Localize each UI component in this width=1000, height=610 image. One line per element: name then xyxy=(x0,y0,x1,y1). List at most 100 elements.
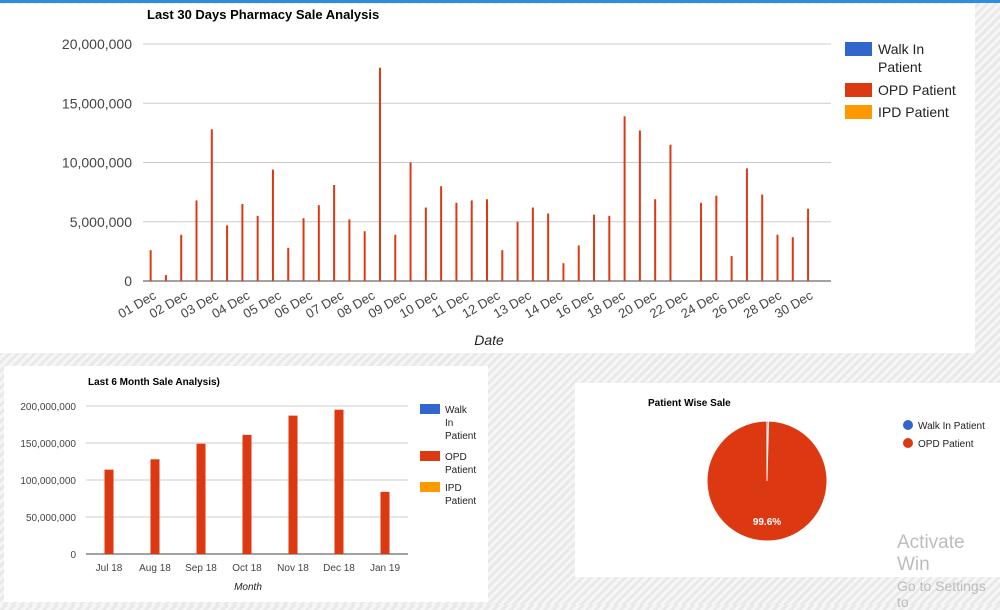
opd-bar xyxy=(241,203,244,281)
daily-sales-chart: Last 30 Days Pharmacy Sale Analysis 0 5,00… xyxy=(62,7,956,348)
chart-title: Patient Wise Sale xyxy=(648,398,731,409)
legend-label: IPD Patient xyxy=(878,104,949,120)
y-tick-label: 0 xyxy=(70,550,76,561)
opd-bar xyxy=(638,130,641,281)
opd-bar xyxy=(380,491,390,554)
opd-bar xyxy=(577,245,580,281)
opd-bar xyxy=(409,162,412,281)
opd-bar xyxy=(164,275,167,281)
legend-label: OPD Patient xyxy=(878,82,956,98)
y-tick-label: 10,000,000 xyxy=(62,155,132,171)
x-tick-label: Jul 18 xyxy=(96,563,123,574)
opd-bar xyxy=(363,231,366,281)
opd-bar xyxy=(562,263,565,281)
legend-swatch xyxy=(420,451,440,461)
x-tick-label: Sep 18 xyxy=(185,563,217,574)
opd-bar xyxy=(776,234,779,281)
y-tick-label: 15,000,000 xyxy=(62,95,132,111)
monthly-sales-chart-panel: Last 6 Month Sale Analysis) 0 50,000,000 10… xyxy=(4,366,488,602)
legend-label: IPD xyxy=(445,483,462,494)
opd-bar xyxy=(226,225,229,281)
watermark-line-1: Activate Win xyxy=(897,532,965,575)
opd-bar xyxy=(302,218,305,281)
opd-bar xyxy=(334,409,344,554)
x-tick-label: Dec 18 xyxy=(323,563,355,574)
opd-bar xyxy=(700,202,703,281)
opd-bar xyxy=(745,168,748,281)
opd-bar xyxy=(715,195,718,281)
legend-swatch xyxy=(903,438,913,448)
opd-bar xyxy=(348,219,351,281)
opd-bar xyxy=(424,207,427,281)
chart-title: Last 6 Month Sale Analysis) xyxy=(88,377,220,388)
top-accent-bar xyxy=(0,0,1000,3)
opd-bar xyxy=(547,213,550,281)
legend-swatch xyxy=(845,42,872,56)
pie-data-label: 99.6% xyxy=(753,517,781,528)
opd-bar xyxy=(256,215,259,281)
opd-bar xyxy=(440,186,443,281)
legend-label: Walk In xyxy=(878,41,924,57)
legend-swatch xyxy=(903,420,913,430)
opd-bar xyxy=(210,129,213,281)
opd-bar xyxy=(288,415,298,554)
opd-bar xyxy=(317,205,320,281)
legend-swatch xyxy=(845,83,872,97)
legend-label: In xyxy=(445,418,453,429)
legend-swatch xyxy=(845,105,872,119)
patient-wise-sale-chart: Patient Wise Sale 99.6% Walk In Patient OPD… xyxy=(648,398,985,542)
y-tick-label: 200,000,000 xyxy=(20,402,76,413)
y-tick-label: 0 xyxy=(124,273,132,289)
monthly-sales-chart: Last 6 Month Sale Analysis) 0 50,000,000 10… xyxy=(20,377,476,593)
opd-bar xyxy=(623,116,626,281)
chart-title: Last 30 Days Pharmacy Sale Analysis xyxy=(147,7,379,22)
opd-bar xyxy=(470,200,473,281)
x-tick-label: Jan 19 xyxy=(370,563,400,574)
opd-bar xyxy=(501,250,504,281)
legend-label: Walk xyxy=(445,405,468,416)
y-tick-label: 20,000,000 xyxy=(62,36,132,52)
opd-bar xyxy=(761,194,764,281)
activation-watermark: Activate Win Go to Settings to xyxy=(897,532,1000,610)
pie-slice xyxy=(706,420,828,542)
legend-label: OPD xyxy=(445,452,467,463)
opd-bar xyxy=(486,199,488,281)
x-tick-label: Nov 18 xyxy=(277,563,309,574)
opd-bar xyxy=(394,234,397,281)
opd-bar xyxy=(791,237,794,281)
opd-bar xyxy=(455,202,458,281)
opd-bar xyxy=(287,247,290,281)
opd-bar xyxy=(180,234,183,281)
y-tick-label: 150,000,000 xyxy=(20,439,76,450)
y-tick-label: 50,000,000 xyxy=(26,513,76,524)
opd-bar xyxy=(730,256,733,281)
legend-swatch xyxy=(420,482,440,492)
legend-label: Walk In Patient xyxy=(918,421,985,432)
opd-bar xyxy=(333,185,336,281)
x-axis-title: Date xyxy=(474,332,504,348)
legend-label: Patient xyxy=(878,59,922,75)
x-tick-label: Aug 18 xyxy=(139,563,171,574)
patient-wise-sale-panel: Patient Wise Sale 99.6% Walk In Patient OPD… xyxy=(575,383,1000,577)
y-tick-label: 100,000,000 xyxy=(20,476,76,487)
legend-label: Patient xyxy=(445,496,476,507)
opd-bar xyxy=(196,443,206,554)
opd-bar xyxy=(531,207,534,281)
legend-swatch xyxy=(420,404,440,414)
x-tick-label: Oct 18 xyxy=(232,563,262,574)
watermark-line-2: Go to Settings to xyxy=(897,578,986,610)
opd-bar xyxy=(149,250,152,281)
opd-bar xyxy=(195,200,198,281)
x-axis-title: Month xyxy=(234,582,262,593)
opd-bar xyxy=(104,469,114,554)
opd-bar xyxy=(378,67,381,281)
legend-label: Patient xyxy=(445,431,476,442)
opd-bar xyxy=(242,434,252,554)
opd-bar xyxy=(516,221,519,281)
legend-label: OPD Patient xyxy=(918,439,974,450)
legend-label: Patient xyxy=(445,465,476,476)
opd-bar xyxy=(150,459,160,554)
opd-bar xyxy=(654,199,657,281)
opd-bar xyxy=(271,169,274,281)
opd-bar xyxy=(608,215,611,281)
